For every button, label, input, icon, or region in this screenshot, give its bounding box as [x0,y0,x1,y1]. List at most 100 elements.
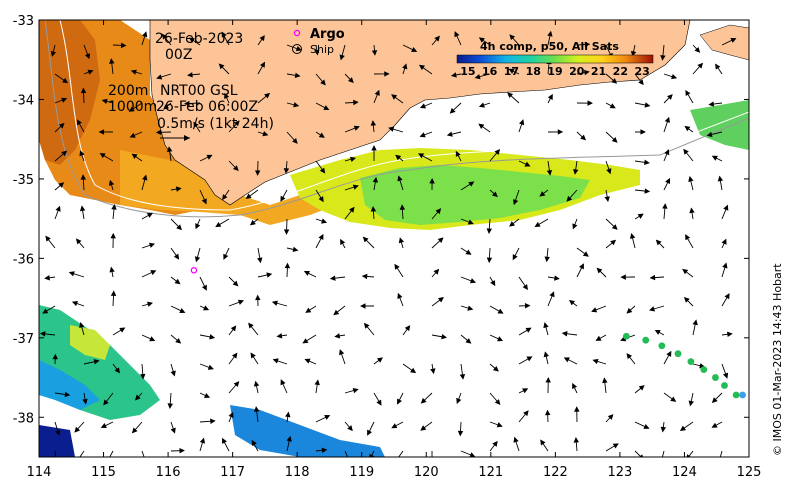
current-vector-head [465,249,472,255]
current-vector-head [579,263,584,270]
current-vector-head [561,331,568,337]
current-vector-head [509,34,516,41]
current-vector-head [314,49,320,56]
colorbar-tick-label: 19 [547,65,562,78]
sst-southwest-yellow [70,325,110,360]
current-vector-head [259,35,265,42]
current-vector-head [360,303,366,309]
current-vector-head [179,447,185,454]
current-vector-head [620,274,626,280]
current-vector-head [664,116,670,123]
current-vector-head [170,370,176,377]
lon-tick-label: 114 [27,465,52,480]
current-vector-head [446,131,453,137]
current-vector-head [688,175,694,182]
current-vector-head [671,73,678,80]
plot-area [39,20,749,465]
current-vector-head [206,154,213,160]
hour-label: 00Z [165,47,192,63]
current-vector-head [302,338,309,344]
current-vector-head [611,78,618,84]
current-vector-head [232,165,239,172]
current-vector-head [665,177,671,185]
current-vector-head [201,198,207,205]
scale-label: 0.5m/s (1kt 24h) [157,116,274,132]
argo-legend-icon [293,29,301,37]
current-vector-head [318,196,324,203]
current-vector-head [662,203,668,209]
current-vector [141,450,145,457]
current-vector-head [437,237,444,244]
current-vector-head [167,403,173,409]
current-vector-head [253,380,260,387]
current-vector-head [467,219,474,225]
current-vector-head [398,237,405,244]
current-vector-head [64,391,71,398]
current-vector-head [584,41,591,48]
ship-legend-icon [292,44,302,54]
current-vector-head [103,399,109,406]
colorbar-tick-label: 18 [526,65,541,78]
current-vector-head [45,235,51,242]
current-vector-head [391,423,398,429]
colorbar-tick-label: 15 [460,65,475,78]
current-vector-head [478,102,485,108]
colorbar-tick-label: 20 [569,65,585,78]
current-vector-head [223,253,229,260]
current-vector-head [566,195,573,202]
current-vector-head [254,170,261,176]
current-vector-head [234,120,240,127]
current-vector-head [237,299,244,305]
sst-east-green [690,100,749,150]
current-vector-head [573,437,580,443]
current-vector-head [591,307,598,313]
current-vector-head [108,179,115,186]
current-vector-head [496,422,503,428]
current-vector-head [119,327,126,333]
current-vector-head [497,308,504,314]
current-vector-head [572,223,578,230]
latitude-axis: -33 -34 -35 -36 -37 -38 [13,14,749,426]
current-vector-head [659,461,663,465]
current-vector [344,450,349,457]
current-vector-head [513,199,519,206]
current-vector-head [232,280,239,287]
current-vector-head [280,195,286,202]
current-vector [79,450,85,457]
lon-tick-label: 116 [156,465,181,480]
current-vector-head [249,219,256,226]
current-vector-head [209,334,216,340]
current-vector-head [323,105,330,111]
current-vector-head [362,236,369,243]
current-vector-head [93,359,100,365]
current-vector-head [494,149,501,155]
current-vector-head [245,193,252,199]
current-vector-head [685,234,691,241]
current-vector-head [161,33,168,40]
current-vector-head [210,418,216,424]
current-vector-head [667,94,673,100]
current-vector-head [721,238,727,245]
current-vector-head [437,297,444,303]
drifter-point [739,391,746,399]
current-vector-head [722,372,729,379]
current-vector-head [111,203,117,210]
current-vector-head [80,174,87,180]
current-vector-head [456,397,462,404]
current-vector-head [207,364,214,370]
current-vector-head [534,221,541,228]
current-vector-head [166,146,173,152]
lon-tick-label: 123 [607,465,632,480]
current-vector-head [173,253,180,260]
current-vector-head [170,427,176,434]
current-vector-head [644,188,651,194]
current-vectors [39,30,737,465]
current-vector-head [433,268,440,275]
current-vector-head [587,100,593,106]
current-vector-head [140,373,146,380]
current-vector-head [508,68,515,74]
current-vector-head [544,409,551,416]
current-vector-head [582,251,589,257]
current-vector-head [255,294,261,301]
current-vector-head [363,322,370,329]
